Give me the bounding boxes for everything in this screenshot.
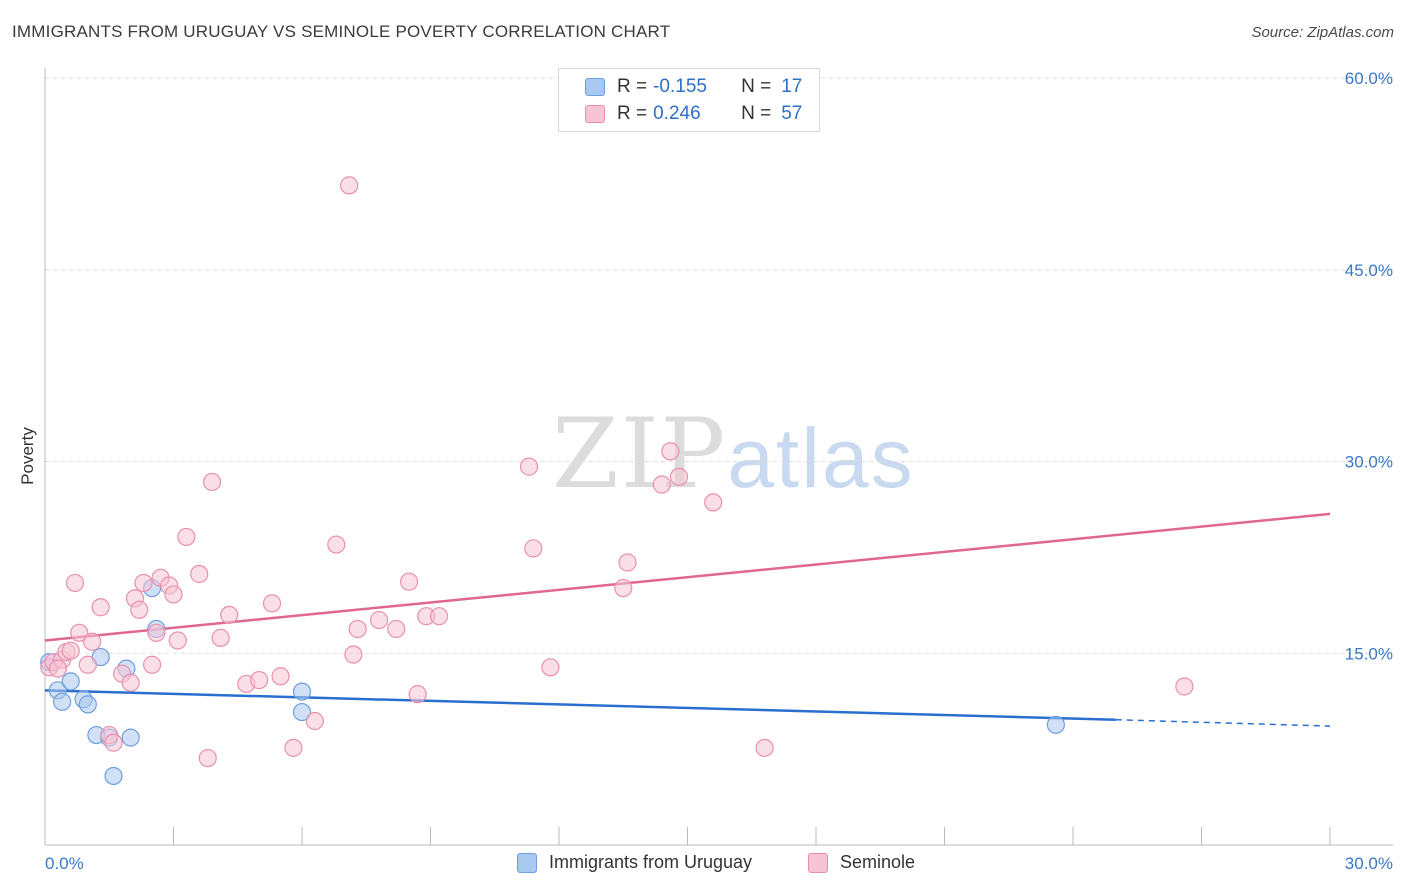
legend-r-label: R = bbox=[617, 76, 648, 97]
point-seminole bbox=[202, 472, 222, 492]
tick-labels: 15.0% 30.0% 45.0% 60.0% 0.0% 30.0% bbox=[45, 69, 1393, 873]
x-tick-label: 0.0% bbox=[45, 854, 84, 873]
axes bbox=[44, 68, 1393, 846]
source-label: Source: ZipAtlas.com bbox=[1251, 24, 1394, 41]
point-seminole bbox=[429, 607, 449, 626]
point-seminole bbox=[271, 667, 290, 686]
point-seminole bbox=[211, 628, 230, 648]
stats-legend: R = -0.155 N = 17 R = 0.246 N = 57 bbox=[558, 68, 820, 132]
point-seminole bbox=[147, 623, 166, 642]
y-axis-title: Poverty bbox=[18, 427, 37, 485]
point-seminole bbox=[387, 619, 406, 639]
point-seminole bbox=[104, 733, 123, 752]
data-points bbox=[40, 176, 1194, 786]
point-seminole bbox=[250, 670, 269, 690]
trend-line-uruguay bbox=[44, 689, 1116, 721]
point-seminole bbox=[78, 655, 97, 674]
point-seminole bbox=[370, 610, 389, 630]
bottom-legend-swatch-uruguay bbox=[517, 852, 537, 873]
point-seminole bbox=[134, 573, 153, 593]
point-uruguay bbox=[53, 692, 72, 711]
legend-r-label: R = bbox=[617, 103, 648, 124]
point-uruguay bbox=[104, 766, 123, 786]
point-uruguay bbox=[121, 728, 140, 747]
point-seminole bbox=[121, 673, 140, 692]
watermark-zip: ZIP bbox=[552, 398, 728, 510]
legend-r-value: 0.246 bbox=[653, 103, 701, 124]
bottom-legend-label-uruguay: Immigrants from Uruguay bbox=[549, 852, 753, 872]
legend-row-uruguay: R = -0.155 N = 17 bbox=[585, 75, 802, 99]
point-seminole bbox=[164, 585, 183, 604]
bottom-legend-label-seminole: Seminole bbox=[840, 852, 916, 872]
point-uruguay bbox=[61, 672, 80, 691]
point-seminole bbox=[541, 658, 560, 677]
legend-swatch-uruguay bbox=[585, 78, 605, 96]
point-seminole bbox=[220, 605, 239, 625]
trend-line-uruguay-extension bbox=[1115, 718, 1331, 727]
point-seminole bbox=[340, 176, 359, 195]
legend-r-value: -0.155 bbox=[653, 76, 707, 97]
point-seminole bbox=[190, 564, 209, 584]
point-seminole bbox=[1175, 677, 1194, 696]
point-seminole bbox=[755, 738, 774, 757]
bottom-legend-uruguay[interactable]: Immigrants from Uruguay bbox=[517, 852, 752, 873]
point-seminole bbox=[130, 600, 149, 619]
point-seminole bbox=[177, 527, 196, 547]
watermark: ZIPatlas bbox=[552, 398, 915, 510]
point-seminole bbox=[91, 598, 110, 617]
legend-row-seminole: R = 0.246 N = 57 bbox=[585, 102, 802, 126]
bottom-legend-seminole[interactable]: Seminole bbox=[808, 852, 915, 873]
point-seminole bbox=[669, 467, 689, 486]
trend-lines bbox=[44, 512, 1331, 727]
point-seminole bbox=[168, 631, 187, 650]
chart-title: IMMIGRANTS FROM URUGUAY VS SEMINOLE POVE… bbox=[12, 22, 671, 41]
point-uruguay bbox=[292, 682, 312, 701]
point-seminole bbox=[327, 535, 346, 554]
point-seminole bbox=[65, 573, 85, 593]
point-seminole bbox=[198, 748, 217, 768]
point-uruguay bbox=[78, 695, 97, 714]
y-tick-label: 15.0% bbox=[1345, 644, 1393, 663]
point-seminole bbox=[408, 685, 427, 704]
grid-lines bbox=[45, 77, 1393, 654]
point-seminole bbox=[61, 641, 80, 660]
point-seminole bbox=[704, 493, 723, 512]
trend-line-seminole bbox=[44, 512, 1331, 642]
point-seminole bbox=[399, 572, 419, 591]
watermark-atlas: atlas bbox=[727, 411, 915, 505]
point-seminole bbox=[83, 632, 102, 651]
point-seminole bbox=[70, 623, 89, 642]
point-seminole bbox=[344, 645, 363, 664]
point-seminole bbox=[519, 457, 539, 476]
legend-n-label: N = bbox=[741, 103, 772, 124]
point-seminole bbox=[524, 539, 543, 558]
legend-swatch-seminole bbox=[585, 105, 605, 123]
x-tick-label: 30.0% bbox=[1345, 854, 1393, 873]
legend-n-value: 17 bbox=[781, 76, 803, 97]
point-uruguay bbox=[292, 702, 312, 722]
bottom-legend-swatch-seminole bbox=[808, 852, 828, 873]
legend-n-value: 57 bbox=[781, 103, 803, 124]
point-seminole bbox=[618, 553, 637, 572]
point-seminole bbox=[661, 442, 680, 461]
point-seminole bbox=[48, 659, 67, 678]
y-tick-label: 45.0% bbox=[1345, 261, 1393, 280]
point-seminole bbox=[348, 619, 367, 639]
point-seminole bbox=[652, 475, 671, 494]
point-uruguay bbox=[1046, 715, 1065, 734]
point-seminole bbox=[142, 655, 162, 674]
point-seminole bbox=[262, 594, 282, 613]
point-seminole bbox=[614, 578, 633, 598]
point-seminole bbox=[305, 711, 324, 731]
y-tick-label: 60.0% bbox=[1345, 69, 1393, 88]
legend-n-label: N = bbox=[741, 76, 772, 97]
y-tick-label: 30.0% bbox=[1345, 453, 1393, 472]
point-seminole bbox=[284, 738, 303, 757]
